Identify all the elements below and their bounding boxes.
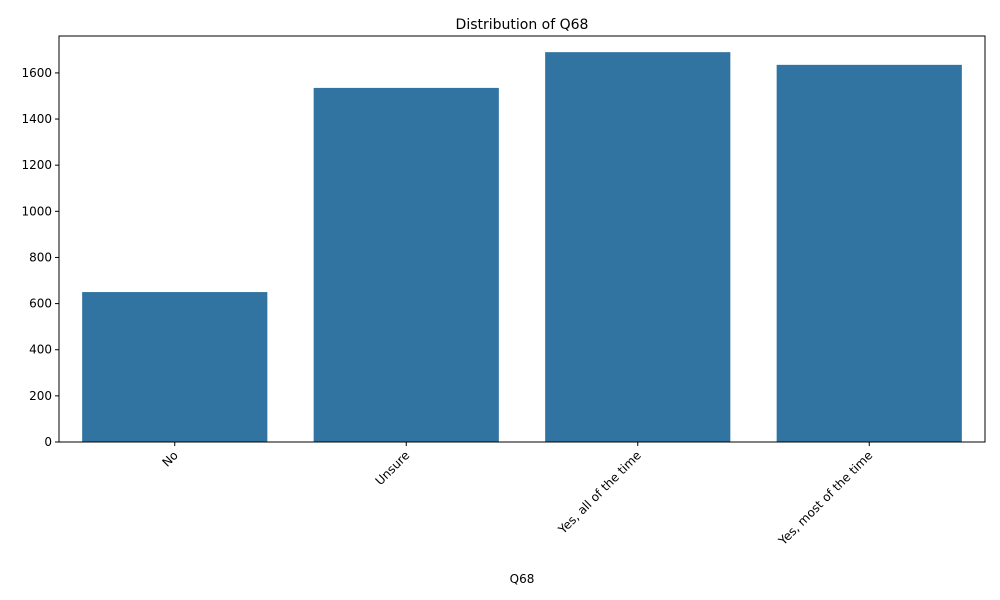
y-tick-label: 800: [29, 250, 52, 264]
bar-yes-most-of-the-time: [776, 64, 962, 442]
x-tick-label: Yes, most of the time: [775, 448, 875, 548]
y-tick-label: 600: [29, 297, 52, 311]
x-tick-label: No: [159, 448, 180, 469]
axes-frame: [58, 35, 986, 443]
y-tick-label: 1000: [21, 204, 52, 218]
x-axis-label: Q68: [510, 572, 535, 586]
plot-area: 0 200 400 600 800 1000 1200 1400 1600 No Unsure Yes…: [21, 35, 986, 548]
bar-no: [82, 292, 268, 442]
x-tick-label: Unsure: [373, 448, 413, 488]
y-tick-label: 1400: [21, 112, 52, 126]
y-tick-label: 400: [29, 343, 52, 357]
y-tick-label: 200: [29, 389, 52, 403]
bar-yes-all-of-the-time: [545, 52, 731, 443]
bar-unsure: [313, 87, 499, 443]
chart-title: Distribution of Q68: [456, 17, 589, 33]
y-tick-label: 0: [44, 435, 52, 449]
y-tick-label: 1600: [21, 66, 52, 80]
x-tick-label: Yes, all of the time: [555, 448, 644, 537]
y-tick-label: 1200: [21, 158, 52, 172]
